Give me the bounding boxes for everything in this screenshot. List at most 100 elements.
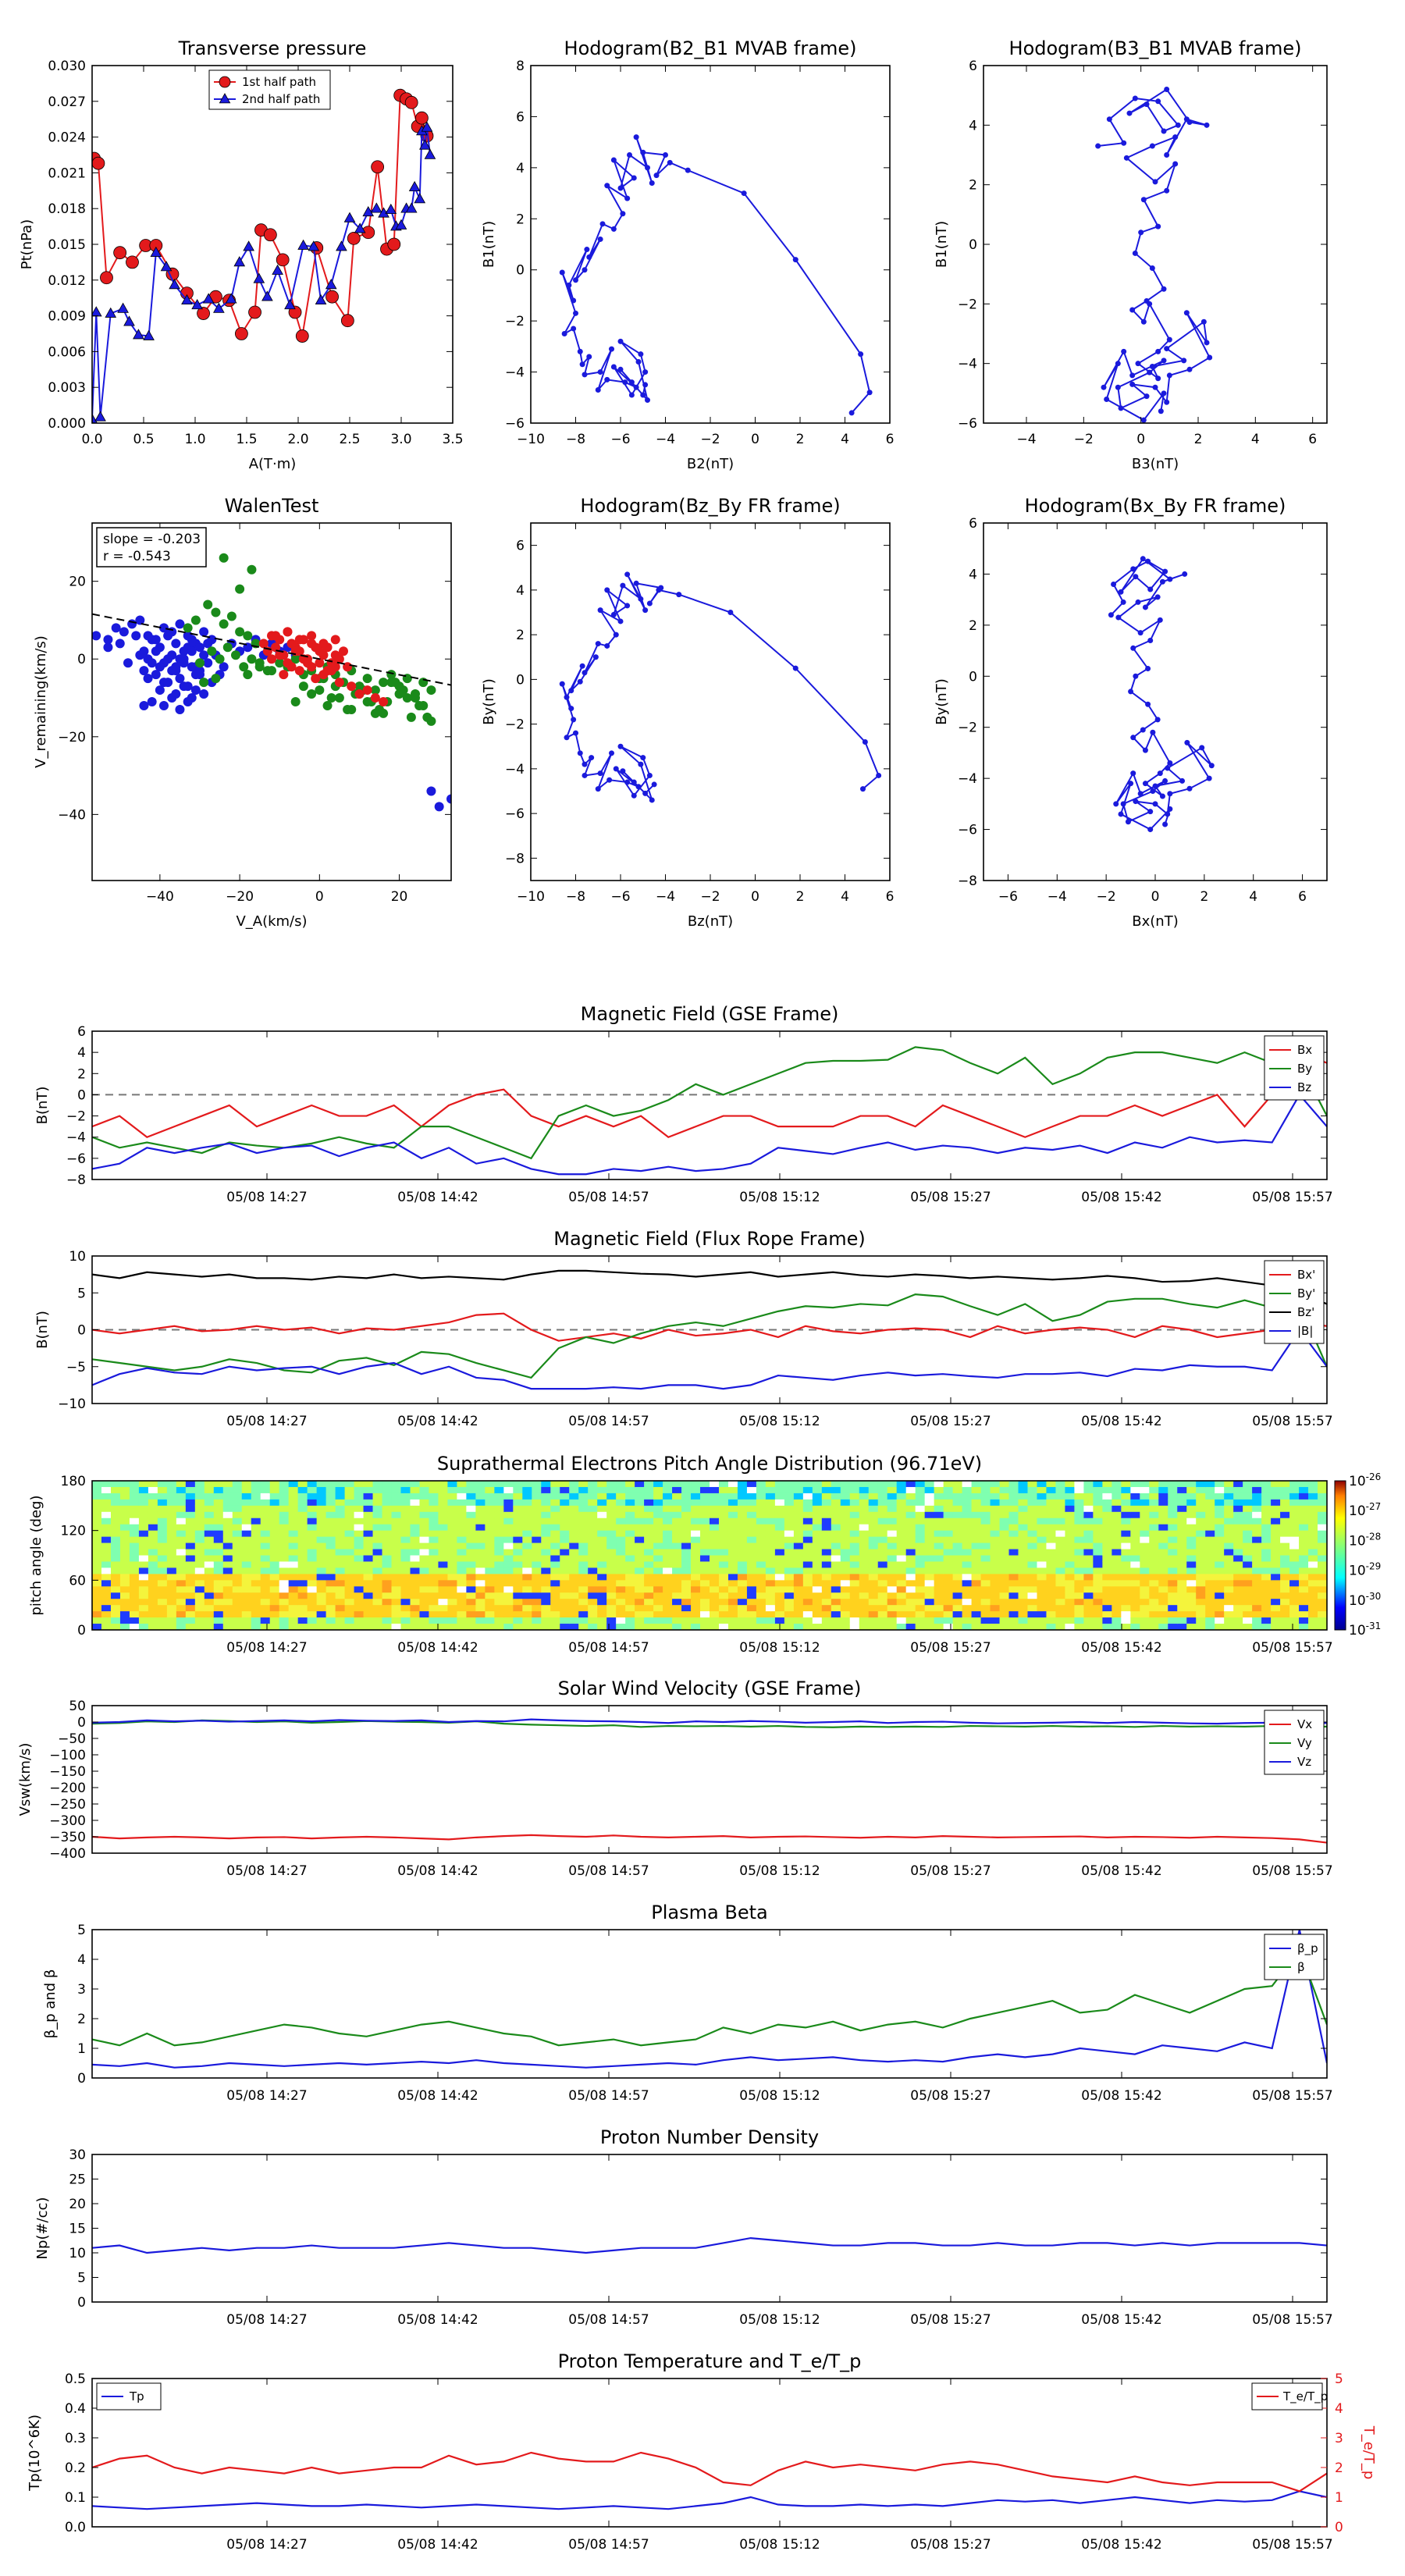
heatmap-cell <box>363 1605 374 1612</box>
heatmap-cell <box>1112 1505 1122 1513</box>
heatmap-cell <box>251 1567 261 1574</box>
data-point <box>211 674 221 684</box>
heatmap-cell <box>1318 1592 1327 1599</box>
plot-frame <box>91 1705 1328 1854</box>
heatmap-cell <box>681 1617 692 1624</box>
heatmap-cell <box>681 1580 692 1587</box>
heatmap-cell <box>92 1536 102 1544</box>
heatmap-cell <box>1046 1586 1057 1593</box>
heatmap-cell <box>1168 1624 1178 1630</box>
x-axis-label: A(T·m) <box>249 456 297 472</box>
heatmap-cell <box>129 1542 140 1550</box>
heatmap-cell <box>325 1505 336 1513</box>
heatmap-cell <box>148 1530 158 1538</box>
heatmap-cell <box>222 1580 233 1587</box>
heatmap-cell <box>297 1605 308 1612</box>
heatmap-cell <box>756 1567 767 1574</box>
x-tick-label: 05/08 14:42 <box>397 2088 478 2104</box>
heatmap-cell <box>868 1511 879 1519</box>
heatmap-cell <box>718 1580 729 1587</box>
heatmap-cell <box>260 1555 271 1563</box>
heatmap-cell <box>1055 1574 1066 1581</box>
data-point <box>133 329 144 340</box>
data-point <box>595 386 601 393</box>
heatmap-cell <box>176 1505 187 1513</box>
heatmap-cell <box>569 1517 579 1525</box>
data-point <box>1106 116 1112 123</box>
heatmap-cell <box>279 1580 290 1587</box>
heatmap-cell <box>727 1599 738 1606</box>
heatmap-cell <box>663 1549 673 1557</box>
heatmap-cell <box>166 1481 177 1488</box>
heatmap-cell <box>840 1555 851 1563</box>
heatmap-cell <box>943 1486 954 1494</box>
heatmap-cell <box>774 1599 785 1606</box>
heatmap-cell <box>316 1561 327 1569</box>
heatmap-cell <box>550 1505 560 1513</box>
heatmap-cell <box>672 1624 682 1630</box>
heatmap-cell <box>1055 1505 1066 1513</box>
heatmap-cell <box>597 1592 607 1599</box>
heatmap-cell <box>410 1493 421 1500</box>
heatmap-cell <box>1205 1542 1215 1550</box>
heatmap-cell <box>288 1505 299 1513</box>
heatmap-cell <box>288 1617 299 1624</box>
heatmap-cell <box>710 1555 720 1563</box>
heatmap-cell <box>176 1611 187 1618</box>
heatmap-cell <box>325 1599 336 1606</box>
heatmap-cell <box>251 1605 261 1612</box>
heatmap-cell <box>213 1536 224 1544</box>
heatmap-cell <box>269 1611 280 1618</box>
heatmap-cell <box>644 1580 654 1587</box>
heatmap-cell <box>971 1499 982 1507</box>
heatmap-cell <box>812 1574 823 1581</box>
heatmap-cell <box>625 1493 635 1500</box>
heatmap-cell <box>1055 1580 1066 1587</box>
data-point <box>426 786 436 796</box>
heatmap-cell <box>831 1549 841 1557</box>
heatmap-cell <box>681 1536 692 1544</box>
heatmap-cell <box>419 1524 430 1532</box>
heatmap-cell <box>157 1511 168 1519</box>
x-tick-label: 05/08 14:57 <box>568 2537 649 2553</box>
data-point <box>1200 318 1207 325</box>
heatmap-cell <box>1215 1505 1225 1513</box>
heatmap-cell <box>710 1592 720 1599</box>
data-point <box>649 180 655 186</box>
heatmap-cell <box>952 1549 963 1557</box>
heatmap-cell <box>1140 1542 1150 1550</box>
heatmap-cell <box>934 1592 944 1599</box>
heatmap-cell <box>550 1517 560 1525</box>
data-point <box>275 658 285 668</box>
x-tick-label: −4 <box>1048 889 1067 905</box>
heatmap-cell <box>802 1530 813 1538</box>
heatmap-cell <box>1261 1536 1272 1544</box>
heatmap-cell <box>1008 1567 1019 1574</box>
heatmap-cell <box>410 1592 421 1599</box>
heatmap-cell <box>288 1536 299 1544</box>
heatmap-cell <box>718 1555 729 1563</box>
heatmap-cell <box>494 1505 504 1513</box>
heatmap-cell <box>1140 1517 1150 1525</box>
heatmap-cell <box>222 1511 233 1519</box>
heatmap-cell <box>1093 1574 1103 1581</box>
heatmap-cell <box>1280 1624 1290 1630</box>
y-tick-label: −4 <box>958 771 977 787</box>
heatmap-cell <box>1261 1567 1272 1574</box>
data-point <box>1118 405 1124 411</box>
heatmap-cell <box>597 1499 607 1507</box>
heatmap-cell <box>672 1524 682 1532</box>
data-point <box>1149 143 1155 149</box>
heatmap-cell <box>625 1580 635 1587</box>
data-point <box>604 183 610 189</box>
heatmap-cell <box>1121 1611 1131 1618</box>
heatmap-cell <box>1130 1624 1140 1630</box>
heatmap-cell <box>1224 1530 1234 1538</box>
heatmap-cell <box>756 1493 767 1500</box>
heatmap-cell <box>915 1605 926 1612</box>
heatmap-cell <box>485 1580 495 1587</box>
heatmap-cell <box>1149 1599 1159 1606</box>
heatmap-cell <box>868 1517 879 1525</box>
heatmap-cell <box>148 1536 158 1544</box>
heatmap-cell <box>316 1542 327 1550</box>
